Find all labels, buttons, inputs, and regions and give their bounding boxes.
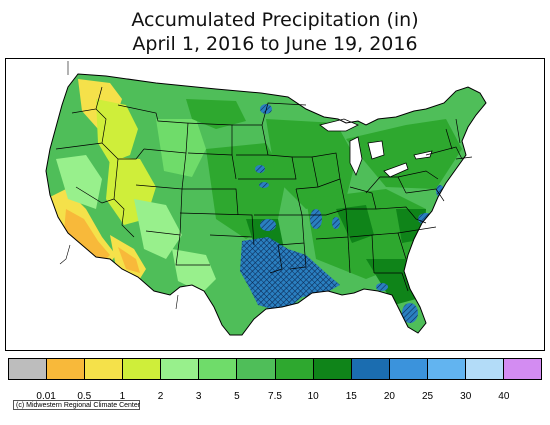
copyright-credit: (c) Midwestern Regional Climate Center (13, 400, 140, 410)
legend-tick-label: 7.5 (268, 391, 282, 402)
legend-swatch (237, 359, 276, 379)
legend-tick-label: 3 (195, 391, 202, 402)
legend-tick-label: 40 (498, 391, 510, 402)
title-line-2: April 1, 2016 to June 19, 2016 (132, 33, 418, 55)
legend-tick-label: 0.01 (36, 391, 56, 402)
great-lakes (319, 118, 433, 178)
precip-fields (46, 79, 462, 323)
legend-swatch (313, 359, 352, 379)
legend-tick-label: 0.5 (77, 391, 92, 402)
legend-tick-label: 25 (422, 391, 434, 402)
legend-swatch (275, 359, 314, 379)
legend-tick-label: 1 (119, 391, 126, 402)
legend-swatch (161, 359, 200, 379)
legend-color-bar (8, 358, 542, 380)
precipitation-map (45, 61, 487, 336)
legend-swatch (465, 359, 505, 379)
legend-swatch (389, 359, 428, 379)
legend-swatch (9, 359, 48, 379)
state-lines (55, 86, 473, 292)
map-title: Accumulated Precipitation (in) April 1, … (0, 8, 550, 56)
legend-swatch (351, 359, 390, 379)
legend-tick-label: 10 (307, 391, 319, 402)
neighbor-borders (59, 61, 179, 310)
legend-tick-label: 5 (234, 391, 240, 402)
legend-swatch (85, 359, 124, 379)
legend-tick-label: 15 (345, 391, 357, 402)
title-line-1: Accumulated Precipitation (in) (131, 9, 419, 31)
legend-tick-label: 30 (460, 391, 472, 402)
legend-swatch (199, 359, 238, 379)
legend-swatch (123, 359, 162, 379)
legend-tick-label: 2 (157, 391, 164, 402)
legend-tick-label: 20 (383, 391, 395, 402)
legend-swatch (47, 359, 86, 379)
map-frame: (c) Midwestern Regional Climate Center (5, 58, 545, 410)
legend-swatch (427, 359, 466, 379)
legend-swatch (504, 359, 542, 379)
